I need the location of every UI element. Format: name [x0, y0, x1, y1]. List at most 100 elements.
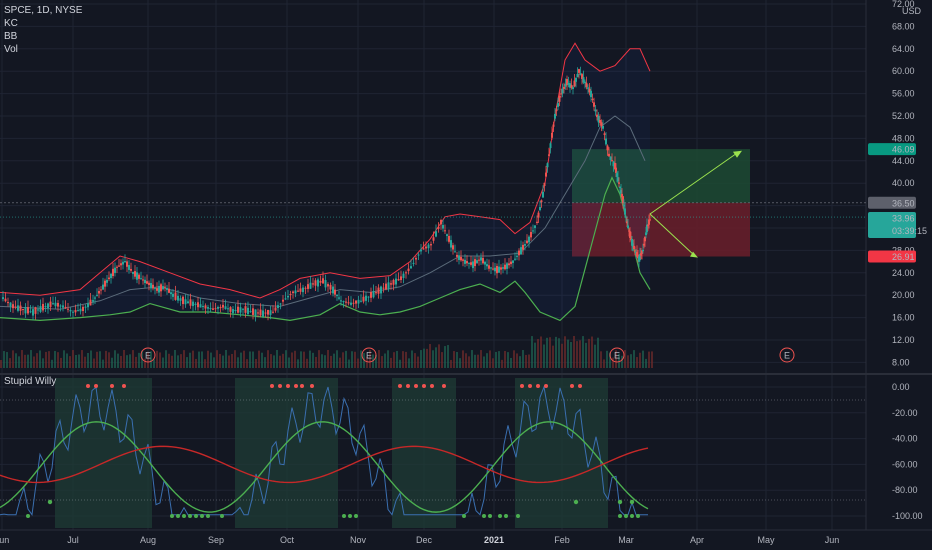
volume-bar: [9, 358, 11, 368]
candle-body: [100, 289, 102, 291]
volume-bar: [177, 355, 179, 368]
volume-bar: [480, 350, 482, 368]
candle-body: [462, 259, 464, 261]
candle-body: [184, 299, 187, 305]
candle-body: [643, 243, 645, 246]
candle-body: [591, 98, 594, 100]
volume-bar: [84, 356, 86, 368]
volume-bar: [387, 350, 389, 368]
candle-body: [528, 236, 530, 243]
candle-body: [555, 109, 558, 112]
candle-body: [476, 260, 478, 264]
candle-body: [551, 132, 553, 138]
candle-body: [639, 254, 641, 260]
symbol-label[interactable]: SPCE, 1D, NYSE: [4, 5, 83, 16]
volume-bar: [189, 352, 191, 368]
candle-body: [516, 255, 518, 257]
candle-body: [342, 300, 345, 303]
candle-body: [484, 261, 486, 265]
candle-body: [647, 225, 649, 227]
volume-bar: [591, 336, 593, 368]
candle-body: [130, 268, 132, 271]
candle-body: [636, 252, 638, 257]
bb-indicator-label[interactable]: BB: [4, 31, 18, 42]
volume-bar: [342, 352, 344, 368]
volume-bar: [555, 336, 557, 368]
price-tick-label: 40.00: [892, 178, 915, 188]
candle-body: [148, 282, 150, 285]
candle-body: [229, 307, 232, 312]
candle-body: [437, 227, 440, 229]
candle-body: [47, 303, 49, 309]
candle-body: [625, 216, 627, 218]
candle-body: [32, 309, 34, 316]
volume-bar: [540, 336, 542, 368]
volume-bar: [489, 350, 491, 368]
overbought-dot: [536, 384, 540, 388]
candle-body: [382, 287, 385, 289]
candle-body: [92, 300, 94, 302]
osc-highlight-region: [55, 378, 152, 528]
candle-body: [140, 278, 142, 280]
kc-indicator-label[interactable]: KC: [4, 18, 18, 29]
volume-bar: [486, 353, 488, 368]
candle-body: [312, 283, 314, 285]
volume-bar: [192, 350, 194, 368]
earnings-marker-label: E: [614, 351, 620, 361]
candle-body: [234, 309, 237, 312]
candle-body: [626, 221, 628, 224]
overbought-dot: [398, 384, 402, 388]
candle-body: [158, 285, 160, 293]
volume-bar: [417, 356, 419, 368]
candle-body: [62, 305, 64, 308]
volume-bar: [138, 352, 140, 368]
candle-body: [72, 311, 74, 313]
volume-bar: [552, 345, 554, 368]
osc-tick-label: -80.00: [892, 485, 918, 495]
candle-body: [397, 279, 400, 281]
candle-body: [549, 143, 552, 149]
volume-bar: [474, 354, 476, 368]
volume-bar: [549, 337, 551, 368]
candle-body: [548, 154, 550, 156]
volume-bar: [252, 351, 254, 368]
candle-body: [69, 309, 72, 312]
candle-body: [87, 303, 89, 308]
candle-body: [560, 93, 562, 95]
volume-indicator-label[interactable]: Vol: [4, 44, 18, 55]
candle-body: [430, 244, 432, 246]
time-axis-label: 2021: [484, 535, 504, 545]
volume-bar: [498, 351, 500, 368]
time-axis-label: Aug: [140, 535, 156, 545]
candle-body: [27, 307, 29, 314]
candle-body: [375, 292, 377, 294]
candle-body: [224, 306, 227, 310]
volume-bar: [351, 351, 353, 368]
candle-body: [57, 302, 59, 307]
candle-body: [474, 259, 476, 267]
volume-bar: [27, 354, 29, 368]
volume-bar: [375, 355, 377, 368]
volume-bar: [72, 350, 74, 368]
candle-body: [292, 291, 294, 294]
time-axis-label: Dec: [416, 535, 433, 545]
candle-body: [619, 186, 621, 188]
candle-body: [4, 298, 7, 302]
volume-bar: [636, 357, 638, 368]
volume-bar: [504, 350, 506, 368]
volume-bar: [522, 350, 524, 368]
candle-body: [334, 289, 336, 295]
candle-body: [387, 282, 390, 290]
candle-body: [138, 274, 140, 279]
candle-body: [539, 207, 541, 211]
candle-body: [530, 232, 532, 238]
candle-body: [160, 284, 162, 292]
candle-body: [645, 232, 647, 236]
oversold-dot: [618, 514, 622, 518]
volume-bar: [528, 354, 530, 368]
volume-bar: [288, 357, 290, 368]
oscillator-title[interactable]: Stupid Willy: [4, 376, 57, 387]
volume-bar: [354, 351, 356, 368]
